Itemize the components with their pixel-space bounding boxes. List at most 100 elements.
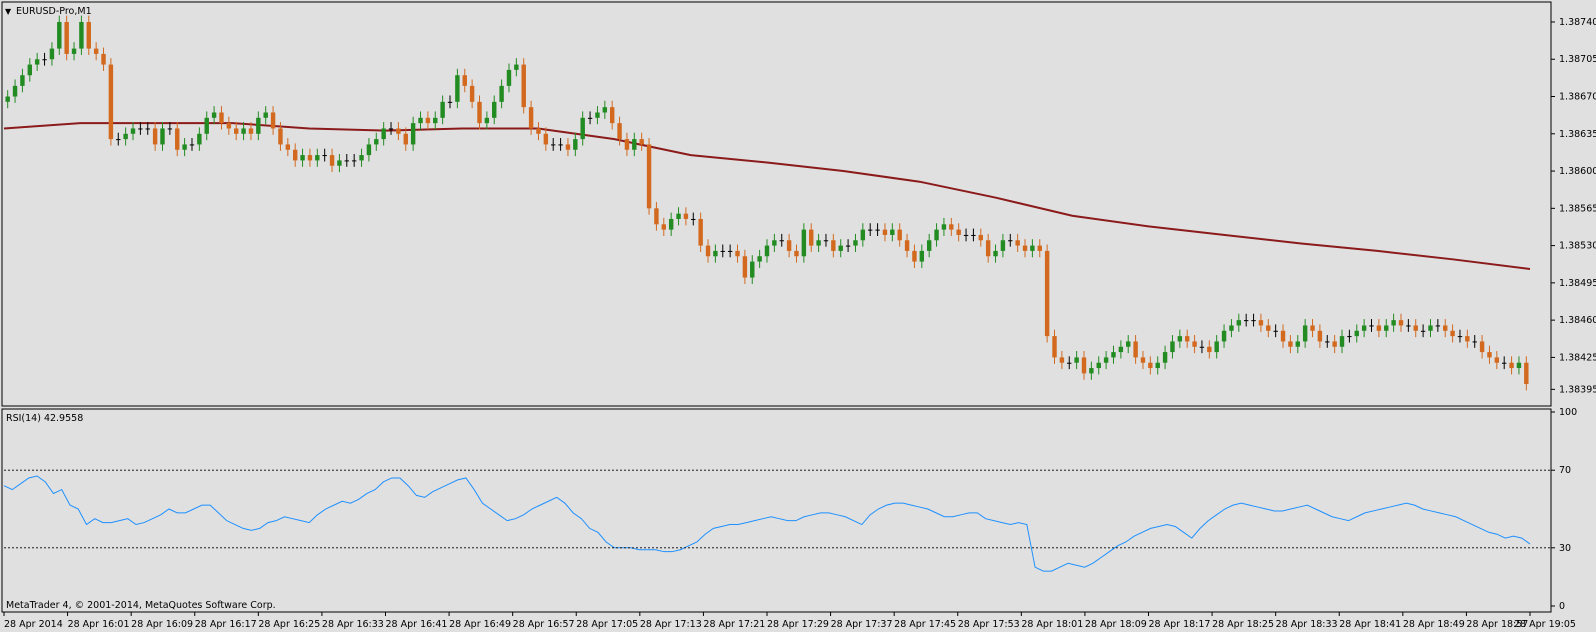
candle bbox=[499, 79, 504, 109]
candle bbox=[1074, 351, 1079, 370]
candle-body bbox=[366, 144, 372, 156]
candle bbox=[374, 132, 379, 151]
time-tick-label: 28 Apr 18:33 bbox=[1276, 619, 1338, 630]
time-tick-label: 28 Apr 16:01 bbox=[68, 619, 130, 630]
candle bbox=[270, 106, 276, 135]
candle bbox=[919, 244, 925, 268]
candle-body bbox=[1347, 336, 1352, 338]
candle-body bbox=[764, 245, 770, 257]
candle-body bbox=[5, 96, 10, 102]
rsi-axis: 100 70 30 0 bbox=[4, 407, 1577, 612]
price-tick-label: 1.38740 bbox=[1559, 17, 1596, 28]
candle-body bbox=[1280, 330, 1286, 342]
candle-body bbox=[1059, 357, 1065, 363]
candle bbox=[528, 100, 534, 135]
candle bbox=[425, 111, 431, 130]
candle bbox=[226, 116, 232, 135]
candle bbox=[418, 111, 423, 130]
candle bbox=[248, 122, 254, 141]
candle bbox=[587, 111, 593, 125]
candle bbox=[1420, 324, 1426, 338]
candle-body bbox=[1501, 362, 1507, 364]
candle-body bbox=[1479, 341, 1485, 353]
candle bbox=[1052, 329, 1057, 364]
candle bbox=[71, 42, 77, 61]
candle bbox=[867, 223, 873, 237]
candle-body bbox=[1207, 346, 1212, 353]
candle bbox=[1339, 329, 1345, 354]
candle-body bbox=[683, 213, 689, 219]
candle-body bbox=[845, 245, 851, 247]
candle-body bbox=[285, 144, 291, 150]
candle-body bbox=[1465, 336, 1470, 342]
time-tick-label: 28 Apr 16:17 bbox=[195, 619, 257, 630]
candle-body bbox=[691, 218, 696, 220]
candle bbox=[713, 244, 718, 263]
candle bbox=[1361, 319, 1367, 338]
candle bbox=[484, 111, 490, 130]
time-tick-label: 28 Apr 18:01 bbox=[1021, 619, 1083, 630]
candle bbox=[492, 95, 497, 125]
candle bbox=[1133, 335, 1138, 364]
candle-body bbox=[1361, 325, 1367, 331]
candle-body bbox=[1384, 325, 1389, 331]
candle-body bbox=[661, 224, 667, 230]
candle bbox=[64, 15, 69, 61]
candle bbox=[462, 68, 467, 93]
candle-body bbox=[263, 112, 268, 118]
candle-body bbox=[1354, 330, 1359, 337]
candle-body bbox=[1052, 336, 1057, 358]
candle bbox=[668, 212, 674, 237]
candle-body bbox=[624, 139, 630, 150]
candle-body bbox=[182, 144, 187, 150]
candle bbox=[1170, 335, 1175, 359]
candle bbox=[1347, 329, 1352, 343]
candle-body bbox=[34, 59, 40, 65]
candle bbox=[27, 58, 33, 82]
time-axis: 28 Apr 2014 28 Apr 16:01 28 Apr 16:09 28 Ap… bbox=[3, 612, 1576, 630]
candle-body bbox=[374, 139, 379, 145]
candle-body bbox=[1067, 362, 1072, 364]
candle bbox=[86, 15, 91, 55]
candle bbox=[1435, 319, 1441, 332]
candle-body bbox=[1000, 240, 1006, 251]
candle bbox=[941, 217, 947, 237]
candle bbox=[1044, 244, 1050, 343]
candle bbox=[838, 239, 843, 258]
candle bbox=[860, 223, 866, 247]
candle-body bbox=[1015, 240, 1020, 246]
candle bbox=[985, 233, 991, 263]
candle bbox=[211, 106, 217, 125]
candle-body bbox=[1266, 325, 1271, 331]
candle bbox=[329, 148, 335, 173]
candle-body bbox=[639, 139, 644, 145]
symbol-title[interactable]: EURUSD-Pro,M1 bbox=[16, 6, 92, 17]
candle-body bbox=[1369, 325, 1374, 327]
candle bbox=[366, 138, 372, 162]
candle-body bbox=[897, 229, 902, 241]
candle bbox=[1155, 356, 1160, 375]
candle-body bbox=[278, 128, 283, 145]
time-tick-label: 28 Apr 17:13 bbox=[640, 619, 702, 630]
candle-body bbox=[978, 234, 983, 241]
candle-body bbox=[543, 133, 549, 145]
candle bbox=[477, 95, 482, 130]
candle-body bbox=[344, 160, 350, 162]
candle bbox=[720, 244, 725, 258]
price-panel-frame bbox=[1, 1, 1552, 407]
candle-body bbox=[167, 128, 173, 130]
symbol-dropdown-icon[interactable]: ▼ bbox=[5, 7, 12, 16]
candle-body bbox=[580, 117, 585, 140]
price-tick-label: 1.38565 bbox=[1559, 203, 1596, 214]
candle bbox=[285, 138, 291, 157]
candle bbox=[1096, 356, 1101, 375]
candle bbox=[57, 15, 62, 55]
rsi-tick-label: 100 bbox=[1559, 407, 1577, 418]
candle bbox=[433, 111, 438, 130]
candlesticks-layer bbox=[5, 15, 1529, 391]
candle bbox=[1391, 313, 1396, 332]
copyright-text: MetaTrader 4, © 2001-2014, MetaQuotes So… bbox=[6, 600, 276, 611]
candle bbox=[727, 244, 733, 258]
candle-body bbox=[42, 59, 47, 61]
candle bbox=[1295, 335, 1300, 354]
